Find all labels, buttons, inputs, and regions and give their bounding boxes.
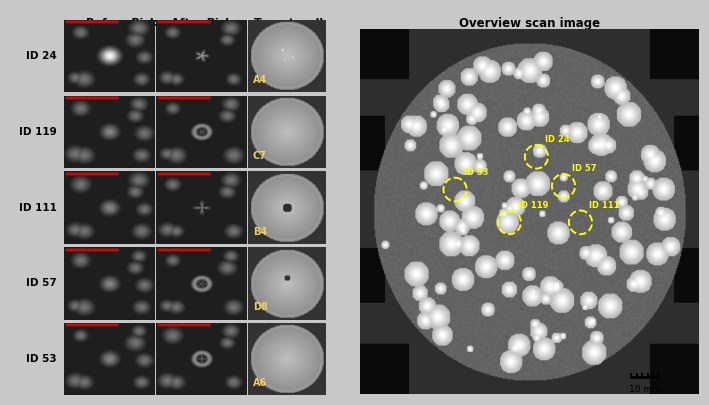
Text: ID 119: ID 119	[19, 127, 57, 137]
Text: ID 57: ID 57	[572, 164, 597, 173]
Text: ID 57: ID 57	[26, 278, 57, 288]
Text: ID 111: ID 111	[589, 200, 620, 210]
FancyBboxPatch shape	[0, 0, 358, 405]
Text: 10 mm: 10 mm	[629, 386, 661, 394]
Text: ID 53: ID 53	[464, 168, 489, 177]
Text: After Pick: After Pick	[171, 18, 233, 28]
Text: ID 24: ID 24	[26, 51, 57, 61]
Text: B4: B4	[253, 226, 267, 237]
Text: C7: C7	[253, 151, 267, 161]
Text: ID 119: ID 119	[518, 200, 549, 210]
Text: A6: A6	[253, 378, 267, 388]
Text: D8: D8	[253, 302, 268, 312]
Text: ID 111: ID 111	[19, 202, 57, 213]
Text: ID 53: ID 53	[26, 354, 57, 364]
Text: Target well: Target well	[254, 18, 323, 28]
Text: A4: A4	[253, 75, 267, 85]
Text: ID 24: ID 24	[545, 135, 570, 144]
Text: Before Pick: Before Pick	[86, 18, 157, 28]
FancyBboxPatch shape	[347, 0, 709, 405]
Text: Overview scan image: Overview scan image	[459, 17, 600, 30]
